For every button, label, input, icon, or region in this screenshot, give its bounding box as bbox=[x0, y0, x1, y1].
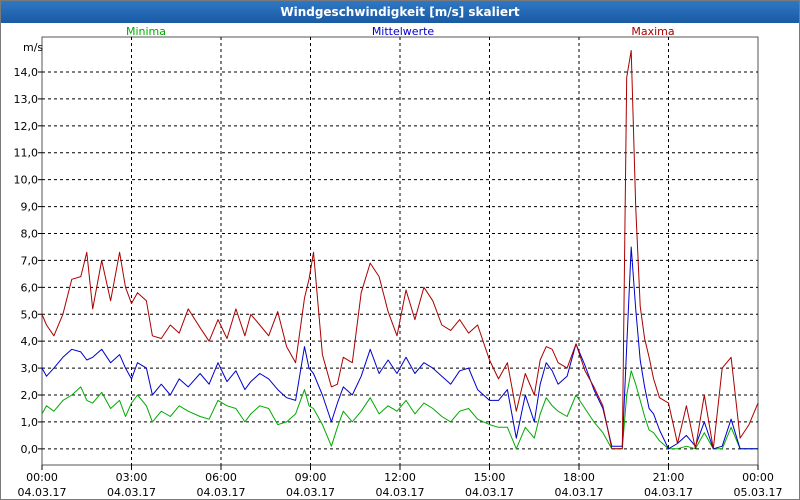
series-line-minima bbox=[41, 370, 758, 450]
x-tick-time: 15:00 bbox=[474, 471, 506, 484]
x-tick-time: 06:00 bbox=[205, 471, 237, 484]
y-tick-label: 9,0 bbox=[21, 201, 39, 214]
y-tick-label: 2,0 bbox=[21, 389, 39, 402]
x-tick-time: 00:00 bbox=[742, 471, 774, 484]
x-tick-date: 04.03.17 bbox=[107, 486, 156, 499]
y-tick-label: 12,0 bbox=[14, 120, 39, 133]
x-tick-date: 04.03.17 bbox=[555, 486, 604, 499]
series-line-maxima bbox=[41, 50, 759, 450]
series-line-mittelwerte bbox=[41, 246, 758, 450]
x-tick-time: 21:00 bbox=[653, 471, 685, 484]
x-tick-date: 04.03.17 bbox=[197, 486, 246, 499]
y-tick-label: 6,0 bbox=[21, 281, 39, 294]
legend-maxima: Maxima bbox=[631, 25, 674, 38]
legend-mittelwerte: Mittelwerte bbox=[372, 25, 435, 38]
y-tick-label: 3,0 bbox=[21, 362, 39, 375]
x-tick-time: 00:00 bbox=[26, 471, 58, 484]
plot-area-border bbox=[41, 36, 759, 466]
y-tick-label: 14,0 bbox=[14, 66, 39, 79]
x-tick-date: 04.03.17 bbox=[376, 486, 425, 499]
y-tick-label: 13,0 bbox=[14, 93, 39, 106]
chart-title: Windgeschwindigkeit [m/s] skaliert bbox=[1, 1, 799, 23]
x-tick-date: 04.03.17 bbox=[465, 486, 514, 499]
x-tick-date: 04.03.17 bbox=[644, 486, 693, 499]
y-tick-label: 7,0 bbox=[21, 254, 39, 267]
chart-svg: 0,0 1,0 2,0 3,0 4,0 5,0 6,0 7,0 8,0 9,0 10,0 11,0 12… bbox=[14, 25, 783, 499]
y-tick-label: 11,0 bbox=[14, 147, 39, 160]
legend-minima: Minima bbox=[126, 25, 166, 38]
x-tick-time: 03:00 bbox=[116, 471, 148, 484]
x-axis-ticks: 00:00 04.03.17 03:00 04.03.17 06:00 04.03.17 0… bbox=[18, 465, 783, 499]
x-tick-date: 04.03.17 bbox=[18, 486, 67, 499]
y-tick-label: 8,0 bbox=[21, 228, 39, 241]
x-tick-time: 18:00 bbox=[563, 471, 595, 484]
x-tick-date: 05.03.17 bbox=[734, 486, 783, 499]
y-tick-label: 0,0 bbox=[21, 443, 39, 456]
series-lines bbox=[41, 50, 759, 450]
grid-lines bbox=[42, 37, 758, 465]
y-tick-label: 10,0 bbox=[14, 174, 39, 187]
x-tick-date: 04.03.17 bbox=[286, 486, 335, 499]
y-tick-label: 1,0 bbox=[21, 416, 39, 429]
x-tick-time: 12:00 bbox=[384, 471, 416, 484]
y-axis-label: m/s bbox=[23, 41, 43, 54]
x-tick-time: 09:00 bbox=[295, 471, 327, 484]
legend: Minima Mittelwerte Maxima bbox=[126, 25, 675, 38]
y-tick-label: 5,0 bbox=[21, 308, 39, 321]
y-axis-ticks: 0,0 1,0 2,0 3,0 4,0 5,0 6,0 7,0 8,0 9,0 10,0 11,0 12… bbox=[14, 66, 42, 456]
y-tick-label: 4,0 bbox=[21, 335, 39, 348]
